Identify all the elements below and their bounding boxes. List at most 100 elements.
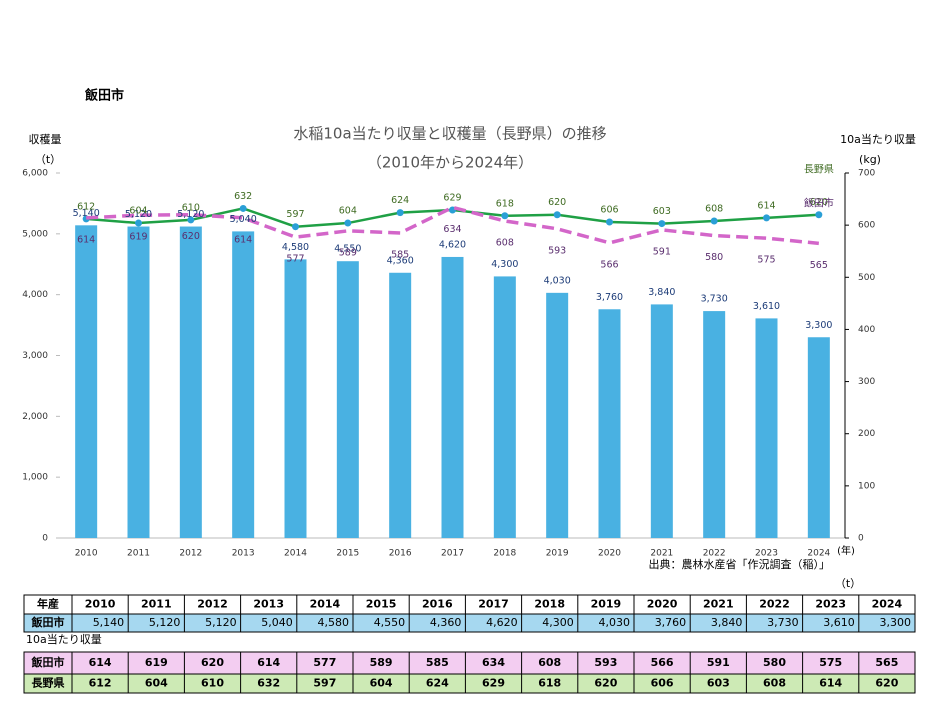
marker [658,220,666,228]
harvest-row-label: 飯田市 [31,615,65,629]
yield-nagano-row-cell: 624 [426,677,449,690]
harvest-row-cell: 3,760 [655,616,687,629]
data-label: 612 [77,201,95,212]
data-label: 603 [653,206,671,217]
yield-iida-row-cell: 620 [201,656,224,669]
harvest-row-cell: 4,360 [430,616,462,629]
bar [389,272,412,538]
data-label: 618 [496,198,514,209]
yield-caption: 10a当たり収量 [26,632,102,646]
data-label: 591 [653,246,671,257]
marker [187,216,195,224]
harvest-row-bg [23,613,916,633]
data-label: 606 [600,205,618,216]
y2-tick-label: 200 [858,429,875,439]
yield-nagano-row-cell: 604 [370,677,393,690]
yield-iida-row-cell: 593 [594,656,617,669]
header-row-cell: 2019 [591,598,622,611]
harvest-row-cell: 5,120 [149,616,181,629]
data-label: 566 [600,259,618,270]
data-label: 620 [548,197,566,208]
harvest-row-cell: 3,730 [767,616,799,629]
yield-nagano-row-cell: 606 [651,677,674,690]
data-label: 624 [391,195,409,206]
y-tick-label: 0 [42,534,48,544]
x-tick-label: 2024 [807,549,830,559]
data-label: 632 [234,191,252,202]
data-label: 620 [810,197,828,208]
x-tick-label: 2013 [232,549,255,559]
y2-tick-label: 0 [858,534,864,544]
marker [553,211,561,219]
bar [336,261,359,538]
yield-iida-row-cell: 585 [426,656,449,669]
yield-iida-row-cell: 608 [538,656,561,669]
x-tick-label: 2022 [703,549,726,559]
data-label: 610 [182,202,200,213]
data-label: 3,610 [753,301,780,312]
yield-iida-row-cell: 577 [313,656,336,669]
yield-nagano-row-cell: 603 [707,677,730,690]
header-row-cell: 2011 [141,598,172,611]
table-unit: （t） [835,577,861,590]
bar [493,276,516,538]
data-label: 4,620 [439,239,466,250]
header-row-cell: 2018 [534,598,565,611]
chart-title: 水稲10a当たり収量と収穫量（長野県）の推移 [293,125,606,143]
bar [703,311,726,538]
header-row-cell: 2023 [815,598,846,611]
bar [441,256,464,538]
marker [815,211,823,219]
data-label: 3,760 [596,292,623,303]
yield-iida-row-cell: 580 [763,656,786,669]
yield-iida-row-cell: 591 [707,656,730,669]
data-label: 5,040 [230,214,257,225]
bar [650,304,673,538]
x-axis-unit: (年) [837,544,855,557]
yield-iida-row-cell: 566 [651,656,674,669]
header-row-label: 年産 [37,597,59,611]
y2-tick-label: 700 [858,169,875,179]
harvest-row-cell: 3,840 [711,616,743,629]
header-row-cell: 2013 [253,598,284,611]
harvest-row-cell: 5,040 [261,616,293,629]
y2-tick-label: 600 [858,221,875,231]
source: 出典：農林水産省「作況調査（稲）」 [649,557,831,571]
x-tick-label: 2020 [598,549,621,559]
header-row-cell: 2021 [703,598,734,611]
y-axis-label: 収穫量 [29,133,62,146]
marker [710,217,718,225]
header-row-cell: 2020 [647,598,678,611]
yield-nagano-row-cell: 620 [594,677,617,690]
data-label: 589 [339,247,357,258]
data-label: 604 [339,206,357,217]
y2-tick-label: 400 [858,325,875,335]
yield-iida-row-cell: 619 [145,656,168,669]
y-tick-label: 2,000 [22,412,48,422]
series-label: 飯田市 [804,196,834,209]
yield-iida-row-cell: 614 [89,656,112,669]
data-label: 5,140 [73,208,100,219]
header-row-cell: 2015 [366,598,397,611]
data-label: 629 [443,193,461,204]
x-tick-label: 2017 [441,549,464,559]
marker [344,219,352,227]
header-row-cell: 2010 [85,598,116,611]
y2-tick-label: 300 [858,377,875,387]
bar [755,318,778,538]
y-tick-label: 1,000 [22,473,48,483]
yield-nagano-row-cell: 597 [313,677,336,690]
data-label: 593 [548,245,566,256]
y-tick-label: 5,000 [22,229,48,239]
yield-nagano-row-cell: 620 [875,677,898,690]
harvest-row-cell: 4,300 [542,616,574,629]
x-tick-label: 2015 [336,549,359,559]
data-label: 604 [129,206,147,217]
data-label: 614 [234,234,252,245]
x-tick-label: 2011 [127,549,150,559]
yield-nagano-row-cell: 604 [145,677,168,690]
bar [284,259,307,538]
data-label: 575 [757,255,775,266]
data-label: 614 [77,234,95,245]
series-label: 長野県 [804,164,834,176]
